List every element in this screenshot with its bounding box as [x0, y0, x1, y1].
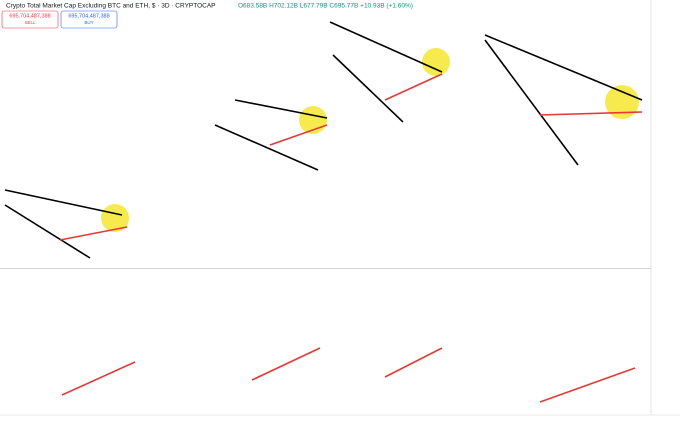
sell-price[interactable]: 695,704,487,388 — [9, 13, 50, 19]
trendline — [329, 21, 443, 73]
trendline — [4, 189, 123, 216]
highlight-circle — [101, 204, 129, 232]
trendline — [234, 99, 328, 119]
trendline — [484, 34, 643, 101]
buy-price[interactable]: 695,704,487,388 — [68, 13, 109, 19]
pane-divider — [0, 268, 651, 269]
rsi-support-line — [384, 347, 443, 378]
trendline — [332, 54, 404, 123]
buy-button[interactable] — [60, 10, 118, 29]
chart-title: Crypto Total Market Cap Excluding BTC an… — [6, 3, 216, 10]
drawings — [4, 21, 643, 403]
rsi-support-line — [251, 347, 321, 381]
trendline — [214, 124, 319, 171]
rsi-support-line — [539, 367, 636, 403]
support-line — [539, 111, 643, 116]
sell-button[interactable] — [1, 10, 59, 29]
highlight-circle — [605, 85, 639, 119]
support-line — [59, 226, 128, 241]
rsi-support-line — [61, 361, 136, 396]
trendline — [484, 39, 579, 166]
buy-label[interactable]: BUY — [84, 20, 93, 25]
support-line — [269, 124, 328, 146]
highlight-circle — [422, 48, 450, 76]
sell-label[interactable]: SELL — [24, 20, 36, 25]
support-line — [384, 73, 443, 101]
trendline — [4, 204, 91, 259]
ohlc: O683.58B H702.12B L677.79B C695.77B +10.… — [238, 3, 413, 10]
